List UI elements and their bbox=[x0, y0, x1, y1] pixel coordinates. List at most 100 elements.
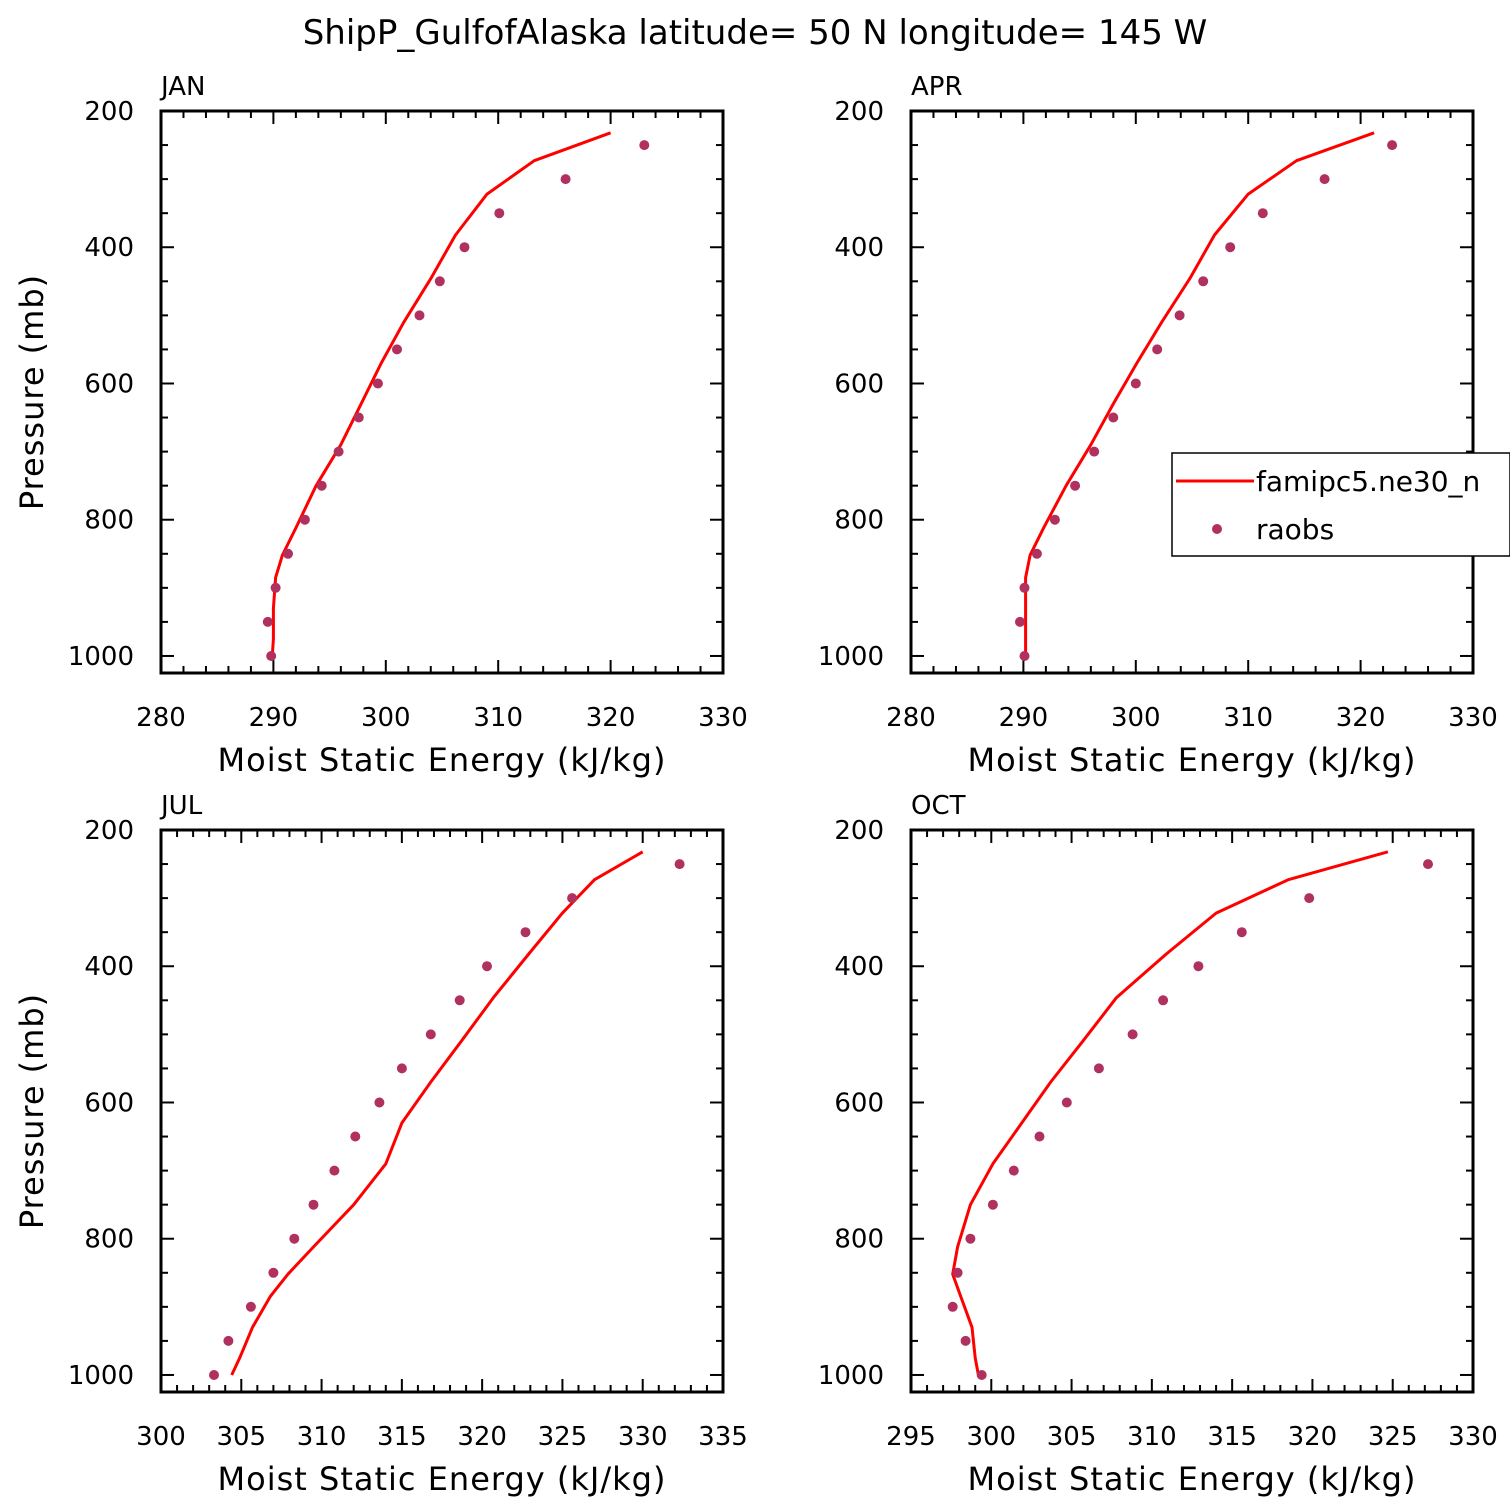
obs-point bbox=[329, 1165, 340, 1176]
obs-point bbox=[976, 1370, 987, 1380]
model-line bbox=[230, 850, 644, 1376]
y-tick-label: 200 bbox=[84, 97, 134, 127]
x-tick-label: 320 bbox=[457, 1422, 507, 1452]
y-tick-label: 800 bbox=[834, 1225, 884, 1255]
x-tick-label: 315 bbox=[1207, 1422, 1257, 1452]
obs-point bbox=[1093, 1063, 1104, 1074]
plot-frame bbox=[909, 109, 1475, 675]
y-axis-label: Pressure (mb) bbox=[13, 993, 51, 1229]
panels: JAN 280 290 300 310 320 330 200 400 600 800 1000 Moi… bbox=[13, 72, 1498, 1498]
y-tick-label: 800 bbox=[834, 506, 884, 536]
model-line bbox=[270, 131, 612, 657]
obs-point bbox=[209, 1370, 219, 1380]
y-tick-label: 400 bbox=[834, 952, 884, 982]
y-tick-label: 1000 bbox=[818, 1361, 884, 1391]
obs-point bbox=[1070, 480, 1081, 491]
obs-point bbox=[1089, 446, 1100, 457]
obs-point bbox=[1387, 140, 1398, 151]
obs-point bbox=[353, 412, 364, 423]
x-tick-label: 280 bbox=[136, 703, 186, 733]
obs-point bbox=[1019, 582, 1030, 593]
legend: famipc5.ne30_n raobs bbox=[1171, 452, 1510, 557]
x-tick-label: 290 bbox=[999, 703, 1049, 733]
y-tick-label: 400 bbox=[834, 233, 884, 263]
obs-point bbox=[374, 1097, 385, 1108]
figure-title: ShipP_GulfofAlaska latitude= 50 N longit… bbox=[303, 13, 1208, 53]
obs-point bbox=[494, 208, 505, 219]
obs-point bbox=[266, 651, 277, 661]
obs-point bbox=[1198, 276, 1209, 287]
obs-point bbox=[1061, 1097, 1072, 1108]
plot-frame bbox=[159, 828, 725, 1394]
y-tick-label: 1000 bbox=[68, 642, 134, 672]
y-tick-label: 400 bbox=[84, 233, 134, 263]
obs-point bbox=[674, 859, 685, 870]
obs-point bbox=[1015, 616, 1025, 627]
x-tick-label: 325 bbox=[538, 1422, 588, 1452]
obs-point bbox=[372, 378, 383, 389]
y-axis-label: Pressure (mb) bbox=[13, 274, 51, 510]
legend-box bbox=[1171, 452, 1510, 557]
y-tick-label: 1000 bbox=[68, 1361, 134, 1391]
obs-point bbox=[520, 927, 531, 938]
plot-frame bbox=[909, 828, 1475, 1394]
legend-obs-marker bbox=[1212, 524, 1222, 534]
x-tick-label: 335 bbox=[698, 1422, 748, 1452]
obs-point bbox=[1158, 995, 1169, 1006]
obs-point bbox=[333, 446, 344, 457]
obs-point bbox=[1174, 310, 1185, 321]
obs-point bbox=[459, 242, 470, 253]
obs-point bbox=[567, 893, 578, 904]
obs-point bbox=[1019, 651, 1030, 661]
obs-point bbox=[1034, 1131, 1045, 1142]
panel-label: OCT bbox=[911, 791, 966, 821]
legend-model-label: famipc5.ne30_n bbox=[1256, 465, 1480, 498]
panel-jan: JAN 280 290 300 310 320 330 200 400 600 800 1000 Moi… bbox=[13, 72, 748, 779]
x-tick-label: 310 bbox=[1127, 1422, 1177, 1452]
x-tick-label: 310 bbox=[473, 703, 523, 733]
obs-point bbox=[268, 1267, 279, 1278]
obs-point bbox=[1031, 548, 1042, 559]
obs-point bbox=[965, 1233, 976, 1244]
obs-point bbox=[414, 310, 425, 321]
obs-point bbox=[1008, 1165, 1019, 1176]
y-tick-label: 200 bbox=[834, 816, 884, 846]
model-line bbox=[1024, 131, 1375, 656]
x-tick-label: 310 bbox=[1223, 703, 1273, 733]
x-axis-label: Moist Static Energy (kJ/kg) bbox=[218, 741, 667, 779]
obs-point bbox=[952, 1267, 963, 1278]
obs-point bbox=[425, 1029, 436, 1040]
y-tick-label: 200 bbox=[834, 97, 884, 127]
x-tick-label: 315 bbox=[377, 1422, 427, 1452]
obs-point bbox=[316, 480, 327, 491]
y-tick-label: 600 bbox=[834, 369, 884, 399]
x-tick-label: 330 bbox=[1448, 703, 1498, 733]
obs-point bbox=[454, 995, 465, 1006]
obs-point bbox=[1257, 208, 1268, 219]
x-tick-label: 320 bbox=[586, 703, 636, 733]
x-tick-label: 300 bbox=[966, 1422, 1016, 1452]
obs-point bbox=[350, 1131, 361, 1142]
obs-point bbox=[245, 1301, 256, 1312]
model-line bbox=[951, 850, 1389, 1376]
legend-obs-label: raobs bbox=[1256, 513, 1334, 546]
x-tick-label: 300 bbox=[1111, 703, 1161, 733]
x-tick-label: 295 bbox=[886, 1422, 936, 1452]
obs-point bbox=[560, 174, 571, 185]
y-tick-label: 1000 bbox=[818, 642, 884, 672]
y-tick-label: 400 bbox=[84, 952, 134, 982]
obs-point bbox=[987, 1199, 998, 1210]
x-tick-label: 330 bbox=[1448, 1422, 1498, 1452]
obs-point bbox=[392, 344, 402, 355]
obs-point bbox=[1108, 412, 1119, 423]
panel-label: APR bbox=[911, 72, 963, 102]
obs-point bbox=[1304, 893, 1315, 904]
panel-label: JUL bbox=[159, 791, 203, 821]
x-tick-label: 320 bbox=[1288, 1422, 1338, 1452]
y-tick-label: 800 bbox=[84, 1225, 134, 1255]
y-tick-label: 200 bbox=[84, 816, 134, 846]
x-tick-label: 330 bbox=[618, 1422, 668, 1452]
panel-oct: OCT 295 300 305 310 315 320 325 330 200 400 600 800 1… bbox=[818, 791, 1498, 1498]
obs-point bbox=[283, 548, 293, 559]
x-axis-label: Moist Static Energy (kJ/kg) bbox=[968, 741, 1417, 779]
